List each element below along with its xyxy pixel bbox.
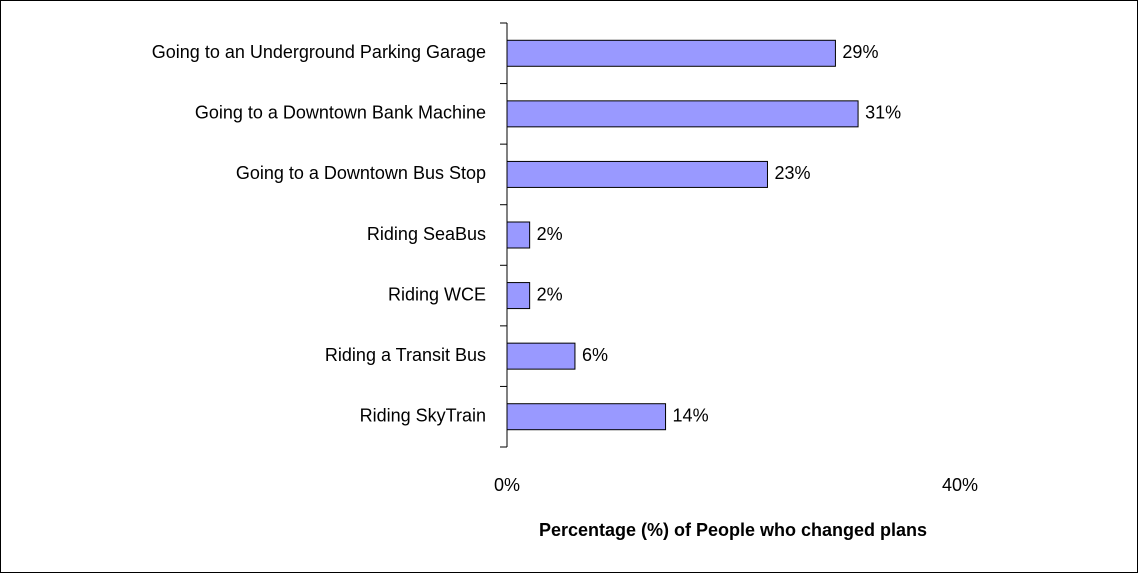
bar <box>506 403 667 431</box>
y-tick-label: Going to a Downtown Bus Stop <box>236 163 486 183</box>
x-tick-label: 40% <box>942 475 978 495</box>
bar <box>506 39 836 67</box>
data-label: 31% <box>865 103 901 123</box>
bar <box>506 160 768 188</box>
x-tick-label: 0% <box>494 475 520 495</box>
y-tick-label: Going to a Downtown Bank Machine <box>195 103 486 123</box>
bar <box>506 282 531 310</box>
y-tick-label: Riding a Transit Bus <box>325 345 486 365</box>
y-tick-label: Going to an Underground Parking Garage <box>152 42 486 62</box>
data-label: 29% <box>842 42 878 62</box>
data-label: 23% <box>774 163 810 183</box>
y-tick-label: Riding SkyTrain <box>360 405 486 425</box>
y-tick-label: Riding WCE <box>388 284 486 304</box>
bar <box>506 221 531 249</box>
data-label: 2% <box>537 224 563 244</box>
data-label: 6% <box>582 345 608 365</box>
data-label: 14% <box>673 405 709 425</box>
x-axis-title: Percentage (%) of People who changed pla… <box>539 520 927 540</box>
data-label: 2% <box>537 284 563 304</box>
bar <box>506 100 859 128</box>
y-tick-label: Riding SeaBus <box>367 224 486 244</box>
bar <box>506 342 576 370</box>
